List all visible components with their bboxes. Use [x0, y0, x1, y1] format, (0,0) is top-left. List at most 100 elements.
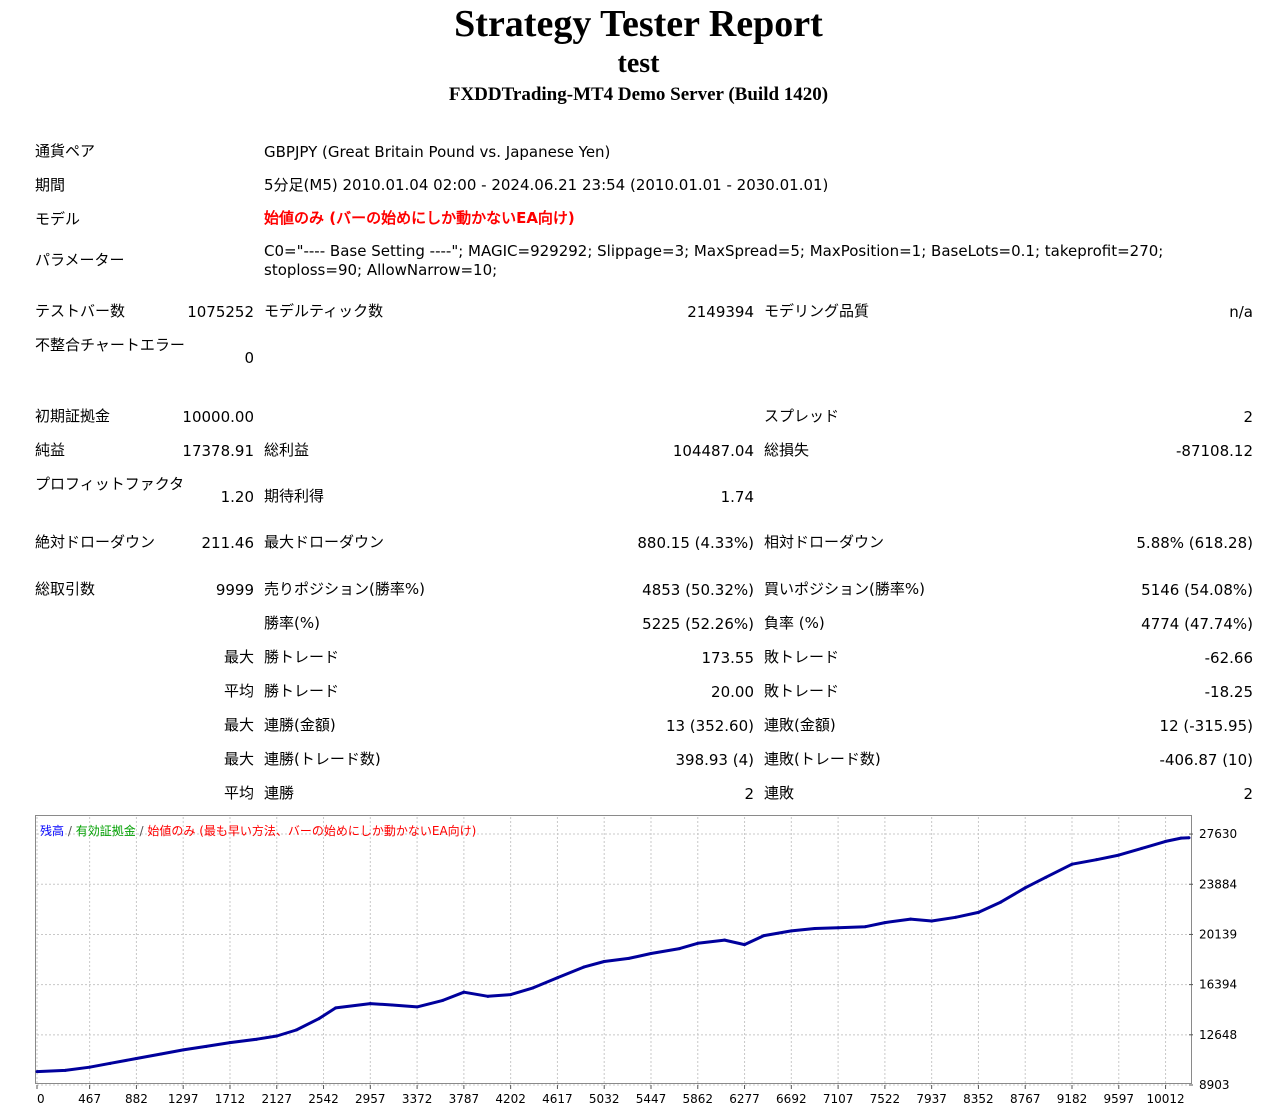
cons-win-money-label: 連勝(金額): [264, 716, 336, 734]
balance-point: [883, 921, 887, 925]
y-tick-label: 16394: [1199, 978, 1237, 992]
avg-win-label: 勝トレード: [264, 682, 340, 700]
deposit-value: 10000.00: [182, 408, 254, 426]
balance-point: [255, 1037, 259, 1041]
balance-point: [813, 927, 817, 931]
legend-model: 始値のみ (最も早い方法、バーの始めにしか動かないEA向け): [147, 823, 476, 838]
quality-label: モデリング品質: [764, 302, 870, 320]
x-tick-label: 9182: [1057, 1092, 1088, 1106]
legend-separator-1: /: [64, 824, 76, 838]
balance-chart: 8903 12648 16394 20139 23884 27630 0 467 882 129…: [35, 817, 1237, 1106]
avg-cons-loss-label: 連敗: [764, 784, 795, 802]
balance-point: [441, 998, 445, 1002]
loss-label: 負率 (%): [764, 614, 825, 632]
symbol-value: GBPJPY (Great Britain Pound vs. Japanese…: [264, 143, 611, 161]
y-tick-label: 12648: [1199, 1028, 1237, 1042]
trades-value: 9999: [215, 581, 254, 599]
balance-point: [134, 1057, 138, 1061]
x-tick-label: 8767: [1010, 1092, 1041, 1106]
x-axis: 0 467 882 1297 1712 2127 2542 2957 3372 3787 4202 4…: [36, 1085, 1185, 1106]
balance-point: [999, 900, 1003, 904]
balance-point: [275, 1034, 279, 1038]
rel-dd-label: 相対ドローダウン: [764, 533, 885, 551]
x-tick-label: 4202: [495, 1092, 526, 1106]
balance-point: [368, 1002, 372, 1006]
model-value: 始値のみ (バーの始めにしか動かないEA向け): [264, 209, 575, 227]
chart-series-layer: [35, 836, 1191, 1074]
avg-word-1: 平均: [223, 682, 254, 700]
balance-point: [743, 943, 747, 947]
net-label: 純益: [35, 441, 66, 459]
x-tick-label: 2542: [308, 1092, 339, 1106]
avg-cons-win-label: 連勝: [264, 784, 295, 802]
period-label: 期間: [35, 176, 66, 194]
profit-factor-label: プロフィットファクタ: [35, 475, 185, 493]
loss-value: 4774 (47.74%): [1141, 615, 1253, 633]
x-tick-label: 5447: [636, 1092, 667, 1106]
rel-dd-value: 5.88% (618.28): [1136, 534, 1253, 552]
max-word-1: 最大: [223, 648, 254, 666]
max-win-label: 勝トレード: [264, 648, 340, 666]
spread-value: 2: [1243, 408, 1253, 426]
balance-point: [159, 1052, 163, 1056]
balance-point: [1187, 836, 1191, 840]
balance-point: [582, 965, 586, 969]
balance-point: [108, 1061, 112, 1065]
max-dd-value: 880.15 (4.33%): [637, 534, 754, 552]
x-tick-label: 5032: [589, 1092, 620, 1106]
legend-equity: 有効証拠金: [76, 823, 136, 838]
symbol-label: 通貨ペア: [35, 142, 96, 160]
avg-cons-loss-value: 2: [1243, 785, 1253, 803]
balance-point: [762, 934, 766, 938]
x-tick-label: 2127: [261, 1092, 292, 1106]
balance-point: [649, 951, 653, 955]
balance-point: [462, 990, 466, 994]
balance-point: [334, 1006, 338, 1010]
max-loss-value: -62.66: [1204, 649, 1253, 667]
avg-cons-win-value: 2: [744, 785, 754, 803]
balance-point: [863, 925, 867, 929]
mismatch-value: 0: [244, 349, 254, 367]
x-tick-label: 4617: [542, 1092, 573, 1106]
cons-win-trades-label: 連勝(トレード数): [264, 750, 381, 768]
profit-factor-value: 1.20: [220, 488, 254, 506]
quality-value: n/a: [1229, 303, 1253, 321]
report-title: Strategy Tester Report: [454, 3, 823, 45]
balance-point: [696, 941, 700, 945]
balance-point: [531, 986, 535, 990]
x-tick-label: 6692: [776, 1092, 807, 1106]
balance-point: [976, 910, 980, 914]
x-tick-label: 5862: [682, 1092, 713, 1106]
gross-loss-value: -87108.12: [1176, 442, 1253, 460]
balance-point: [486, 994, 490, 998]
balance-point: [723, 938, 727, 942]
balance-point: [35, 1070, 39, 1074]
payoff-label: 期待利得: [264, 487, 325, 505]
balance-point: [1095, 858, 1099, 862]
x-tick-label: 7107: [823, 1092, 854, 1106]
balance-point: [63, 1068, 67, 1072]
model-label: モデル: [35, 210, 81, 228]
spread-label: スプレッド: [764, 407, 840, 425]
y-tick-label: 20139: [1199, 927, 1237, 941]
balance-point: [228, 1041, 232, 1045]
balance-point: [294, 1028, 298, 1032]
abs-dd-value: 211.46: [201, 534, 255, 552]
gross-profit-value: 104487.04: [672, 442, 754, 460]
gross-loss-label: 総損失: [764, 441, 810, 459]
cons-loss-money-label: 連敗(金額): [764, 716, 836, 734]
params-value: C0="---- Base Setting ----"; MAGIC=92929…: [264, 242, 1164, 279]
x-tick-label: 1297: [168, 1092, 199, 1106]
gross-profit-label: 総利益: [264, 441, 310, 459]
balance-point: [1023, 886, 1027, 890]
balance-point: [678, 947, 682, 951]
balance-point: [88, 1065, 92, 1069]
cons-loss-money-value: 12 (-315.95): [1159, 717, 1253, 735]
balance-point: [317, 1017, 321, 1021]
max-dd-label: 最大ドローダウン: [264, 533, 385, 551]
avg-loss-value: -18.25: [1204, 683, 1253, 701]
avg-win-value: 20.00: [711, 683, 754, 701]
max-win-value: 173.55: [701, 649, 755, 667]
y-tick-label: 23884: [1199, 877, 1237, 891]
avg-word-2: 平均: [223, 784, 254, 802]
